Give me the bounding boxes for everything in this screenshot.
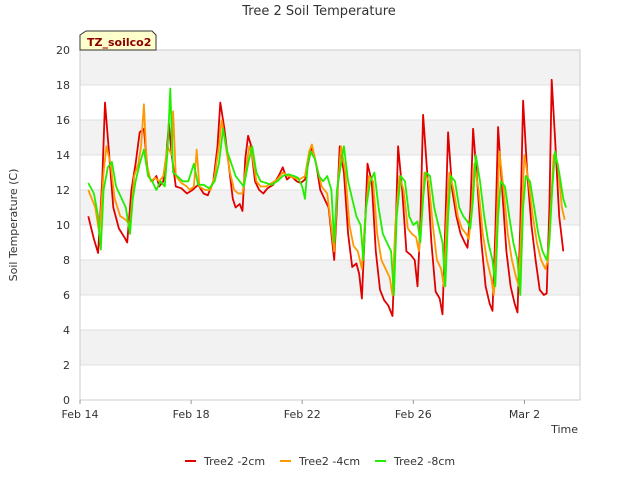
y-tick-label: 4 [63, 324, 70, 337]
x-tick-label: Feb 22 [284, 408, 321, 421]
legend-label: Tree2 -2cm [203, 455, 265, 468]
y-tick-label: 6 [63, 289, 70, 302]
y-tick-label: 0 [63, 394, 70, 407]
y-tick-label: 14 [56, 149, 70, 162]
y-tick-label: 10 [56, 219, 70, 232]
x-tick-label: Mar 2 [509, 408, 540, 421]
legend-label: Tree2 -4cm [298, 455, 360, 468]
y-axis-title: Soil Temperature (C) [7, 169, 20, 282]
legend: Tree2 -2cm Tree2 -4cm Tree2 -8cm [185, 455, 455, 468]
grid-band [80, 330, 580, 365]
y-tick-label: 12 [56, 184, 70, 197]
site-tag-box [79, 30, 157, 51]
plot-frame [79, 49, 581, 401]
grid-band [80, 365, 580, 400]
x-axis-title: Time [550, 423, 578, 436]
series-line-1 [87, 78, 565, 317]
x-tick-label: Feb 18 [173, 408, 210, 421]
x-tick-label: Feb 26 [395, 408, 432, 421]
legend-label: Tree2 -8cm [393, 455, 455, 468]
x-tick-label: Feb 14 [62, 408, 99, 421]
y-axis-ticks: 0 2 4 6 8 10 12 14 16 18 20 [56, 44, 70, 407]
grid-band [80, 85, 580, 120]
y-tick-label: 8 [63, 254, 70, 267]
y-tick-label: 20 [56, 44, 70, 57]
chart-title: Tree 2 Soil Temperature [241, 4, 396, 19]
grid-band [80, 295, 580, 330]
series-line-3 [87, 87, 567, 296]
y-tick-label: 2 [63, 359, 70, 372]
series-lines [87, 78, 567, 317]
y-tick-label: 18 [56, 79, 70, 92]
site-tag: TZ_soilco2 [79, 30, 157, 51]
x-axis-ticks: Feb 14 Feb 18 Feb 22 Feb 26 Mar 2 [62, 400, 540, 421]
y-tick-label: 16 [56, 114, 70, 127]
site-tag-label: TZ_soilco2 [87, 36, 151, 49]
grid-band [80, 120, 580, 155]
grid-band [80, 50, 580, 85]
grid-band [80, 260, 580, 295]
